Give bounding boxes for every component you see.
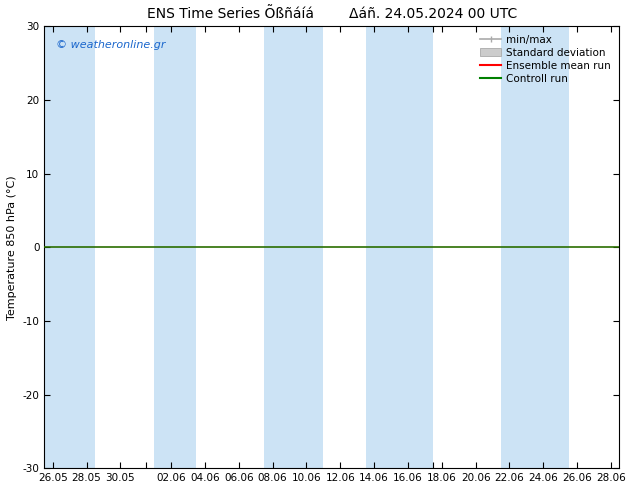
Bar (44, 26, 95, 468)
Legend: min/max, Standard deviation, Ensemble mean run, Controll run: min/max, Standard deviation, Ensemble me… (477, 31, 614, 87)
Text: © weatheronline.gr: © weatheronline.gr (56, 40, 165, 49)
Bar (501, 26, 569, 468)
Y-axis label: Temperature 850 hPa (°C): Temperature 850 hPa (°C) (7, 175, 17, 319)
Bar (264, 26, 323, 468)
Bar (154, 26, 197, 468)
Title: ENS Time Series Õßñáíá        Δáñ. 24.05.2024 00 UTC: ENS Time Series Õßñáíá Δáñ. 24.05.2024 0… (146, 7, 517, 21)
Bar (366, 26, 433, 468)
